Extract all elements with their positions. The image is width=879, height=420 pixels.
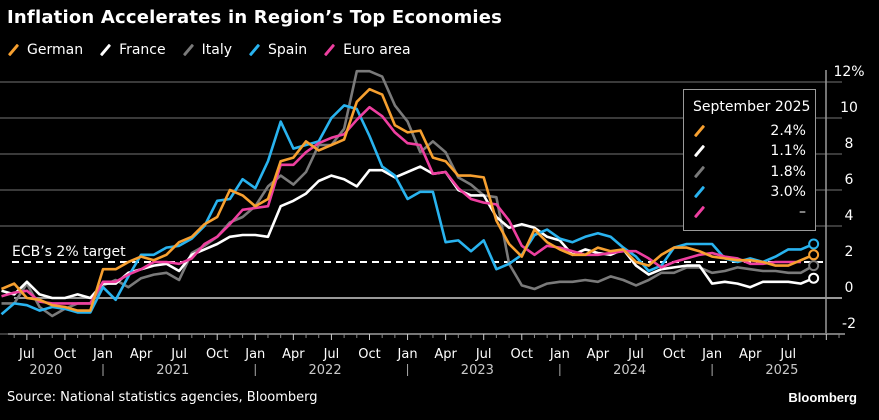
latest-value: 1.8% — [770, 164, 806, 180]
latest-value-france: 1.1% — [694, 142, 806, 160]
legend-label: German — [27, 42, 84, 58]
x-tick-label: Apr — [587, 347, 610, 362]
year-label: 2021 — [156, 363, 189, 378]
german-line-swatch-icon — [694, 125, 706, 137]
legend-item-france: France — [99, 42, 166, 58]
legend-item-euro-area: Euro area — [323, 42, 410, 58]
x-tick-label: Oct — [358, 347, 380, 362]
latest-value: – — [799, 204, 806, 220]
x-tick-label: Jul — [779, 347, 796, 362]
x-tick-label: Jul — [323, 347, 340, 362]
x-tick-label: Jan — [92, 347, 113, 362]
bloomberg-logo: Bloomberg — [788, 390, 857, 405]
spain-line-swatch-icon — [694, 186, 706, 198]
italy-line-swatch-icon — [694, 166, 706, 178]
y-tick-label: 2 — [845, 244, 854, 260]
x-tick-label: Jan — [397, 347, 418, 362]
x-tick-label: Apr — [282, 347, 305, 362]
endpoint-france — [808, 272, 820, 284]
target-label: ECB’s 2% target — [12, 244, 126, 260]
y-tick-label: 0 — [845, 280, 854, 296]
latest-value-german: 2.4% — [694, 122, 806, 140]
x-tick-label: Apr — [739, 347, 762, 362]
source-note: Source: National statistics agencies, Bl… — [7, 390, 318, 405]
legend-item-spain: Spain — [248, 42, 307, 58]
latest-value: 3.0% — [770, 184, 806, 200]
y-axis-ticks: -2 0 2 4 6 8 10 12% — [833, 64, 864, 332]
legend-label: Spain — [268, 42, 308, 58]
x-tick-label: Jul — [18, 347, 35, 362]
x-tick-label: Jul — [475, 347, 492, 362]
latest-value-euro-area: – — [694, 203, 806, 221]
series-line-german — [0, 87, 815, 312]
euro-area-line-swatch-icon — [694, 206, 706, 218]
france-line-swatch-icon — [694, 145, 706, 157]
x-tick-label: Jan — [701, 347, 722, 362]
y-tick-label: -2 — [842, 316, 856, 332]
x-tick-label: Apr — [130, 347, 153, 362]
series-line-euro-area — [1, 105, 801, 305]
x-axis: Jul Oct Jan Apr Jul Oct Jan Apr Jul Oct Jan Apr Jul O… — [8, 333, 845, 378]
year-label: 2022 — [309, 363, 342, 378]
x-tick-label: Oct — [206, 347, 228, 362]
latest-values-box: September 2025 2.4% 1.1% 1.8% 3.0% – — [683, 89, 816, 231]
x-tick-label: Oct — [663, 347, 685, 362]
legend-label: Italy — [201, 42, 232, 58]
x-tick-label: Apr — [434, 347, 457, 362]
y-tick-label: 10 — [840, 100, 858, 116]
series-line-italy — [1, 69, 815, 318]
latest-value: 2.4% — [770, 123, 806, 139]
series-endpoints — [808, 238, 820, 284]
x-tick-label: Jul — [627, 347, 644, 362]
year-label: 2025 — [765, 363, 798, 378]
x-tick-label: Oct — [54, 347, 76, 362]
y-tick-label: 4 — [845, 208, 854, 224]
year-label: 2023 — [461, 363, 494, 378]
y-tick-label: 8 — [845, 136, 854, 152]
legend-label: France — [119, 42, 166, 58]
y-tick-label: 6 — [845, 172, 854, 188]
endpoint-german — [808, 249, 820, 261]
year-label: 2020 — [29, 363, 62, 378]
x-tick-label: Jan — [549, 347, 570, 362]
legend-item-italy: Italy — [182, 42, 232, 58]
x-tick-label: Jan — [244, 347, 265, 362]
legend-label: Euro area — [343, 42, 411, 58]
endpoint-spain — [808, 238, 820, 250]
y-tick-label: 12% — [833, 64, 864, 80]
latest-value-spain: 3.0% — [694, 183, 806, 201]
latest-value-italy: 1.8% — [694, 163, 806, 181]
chart-legend: German France Italy Spain Euro area — [7, 42, 411, 58]
x-tick-label: Jul — [170, 347, 187, 362]
year-label: 2024 — [613, 363, 646, 378]
endpoint-italy — [808, 260, 820, 272]
legend-item-german: German — [7, 42, 83, 58]
latest-value: 1.1% — [770, 143, 806, 159]
series-lines — [0, 69, 815, 318]
chart-title: Inflation Accelerates in Region’s Top Ec… — [7, 7, 503, 28]
latest-values-title: September 2025 — [693, 99, 811, 115]
x-tick-label: Oct — [511, 347, 533, 362]
